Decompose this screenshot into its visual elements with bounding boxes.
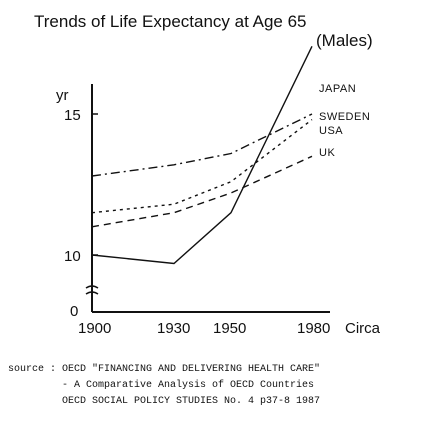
series-label-usa: USA	[319, 125, 343, 137]
y-tick-label-0: 0	[70, 303, 78, 320]
series-label-sweden: SWEDEN	[319, 111, 370, 123]
x-tick-label-1930: 1930	[157, 320, 190, 337]
x-tick-label-1950: 1950	[213, 320, 246, 337]
y-tick-label-15: 15	[64, 107, 81, 124]
series-label-japan: JAPAN	[319, 83, 356, 95]
series-line-sweden	[91, 113, 313, 177]
series-line-uk	[91, 155, 313, 228]
series-label-uk: UK	[319, 147, 335, 159]
chart-title: Trends of Life Expectancy at Age 65	[34, 12, 306, 31]
source-line-1: source : OECD "FINANCING AND DELIVERING …	[8, 363, 320, 375]
series-line-japan	[91, 45, 313, 265]
chart-subtitle: (Males)	[316, 31, 373, 50]
axis-break-mark	[85, 285, 99, 295]
x-tick-label-1980: 1980	[297, 320, 330, 337]
y-axis-label: yr	[56, 87, 69, 104]
source-line-3: OECD SOCIAL POLICY STUDIES No. 4 p37-8 1…	[62, 396, 320, 407]
series-layer	[91, 45, 313, 265]
x-tick-label-1900: 1900	[78, 320, 111, 337]
source-line-2: - A Comparative Analysis of OECD Countri…	[62, 379, 314, 391]
y-tick-label-10: 10	[64, 248, 81, 265]
x-axis-label: Circa	[345, 320, 381, 337]
series-line-usa	[91, 119, 313, 214]
